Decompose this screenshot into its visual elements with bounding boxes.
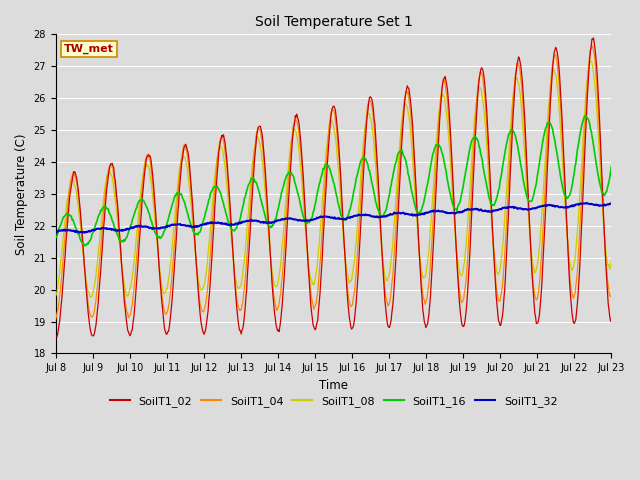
SoilT1_04	[607, 291, 615, 297]
SoilT1_08	[418, 270, 426, 276]
SoilT1_08	[402, 101, 410, 107]
SoilT1_08	[120, 278, 127, 284]
Line: SoilT1_08: SoilT1_08	[56, 61, 611, 297]
SoilT1_32	[418, 211, 426, 216]
SoilT1_32	[607, 201, 615, 207]
Title: Soil Temperature Set 1: Soil Temperature Set 1	[255, 15, 413, 29]
SoilT1_02	[589, 35, 597, 41]
SoilT1_02	[175, 187, 183, 192]
SoilT1_02	[205, 298, 212, 304]
SoilT1_08	[62, 211, 70, 217]
SoilT1_16	[120, 237, 127, 242]
SoilT1_32	[402, 211, 410, 216]
SoilT1_08	[52, 293, 60, 299]
SoilT1_32	[120, 228, 127, 233]
SoilT1_32	[81, 230, 88, 236]
SoilT1_04	[52, 316, 60, 322]
SoilT1_32	[177, 221, 184, 227]
SoilT1_16	[418, 205, 426, 211]
SoilT1_02	[607, 319, 615, 324]
SoilT1_02	[52, 333, 60, 339]
Line: SoilT1_32: SoilT1_32	[56, 203, 611, 233]
Line: SoilT1_16: SoilT1_16	[56, 116, 611, 246]
SoilT1_04	[175, 174, 183, 180]
SoilT1_32	[583, 200, 591, 206]
SoilT1_16	[607, 164, 615, 169]
SoilT1_08	[86, 294, 93, 300]
SoilT1_04	[62, 224, 70, 229]
SoilT1_16	[402, 158, 410, 164]
X-axis label: Time: Time	[319, 379, 348, 392]
SoilT1_16	[205, 196, 213, 202]
Y-axis label: Soil Temperature (C): Soil Temperature (C)	[15, 133, 28, 254]
SoilT1_04	[119, 276, 127, 281]
SoilT1_32	[205, 220, 213, 226]
SoilT1_16	[177, 192, 184, 197]
Text: TW_met: TW_met	[64, 44, 114, 54]
SoilT1_04	[589, 43, 596, 49]
SoilT1_08	[607, 258, 615, 264]
SoilT1_32	[62, 227, 70, 233]
SoilT1_16	[581, 113, 589, 119]
SoilT1_02	[62, 241, 70, 247]
SoilT1_08	[587, 58, 595, 64]
Line: SoilT1_04: SoilT1_04	[56, 46, 611, 319]
SoilT1_16	[62, 212, 70, 217]
SoilT1_04	[401, 94, 409, 100]
SoilT1_02	[119, 279, 127, 285]
SoilT1_04	[417, 276, 425, 281]
SoilT1_08	[205, 235, 213, 240]
SoilT1_04	[205, 273, 212, 278]
Legend: SoilT1_02, SoilT1_04, SoilT1_08, SoilT1_16, SoilT1_32: SoilT1_02, SoilT1_04, SoilT1_08, SoilT1_…	[105, 392, 562, 412]
SoilT1_02	[417, 285, 425, 291]
SoilT1_02	[401, 96, 409, 102]
SoilT1_08	[177, 162, 184, 168]
SoilT1_32	[52, 229, 60, 235]
SoilT1_16	[81, 243, 89, 249]
SoilT1_16	[52, 235, 60, 240]
Line: SoilT1_02: SoilT1_02	[56, 38, 611, 336]
